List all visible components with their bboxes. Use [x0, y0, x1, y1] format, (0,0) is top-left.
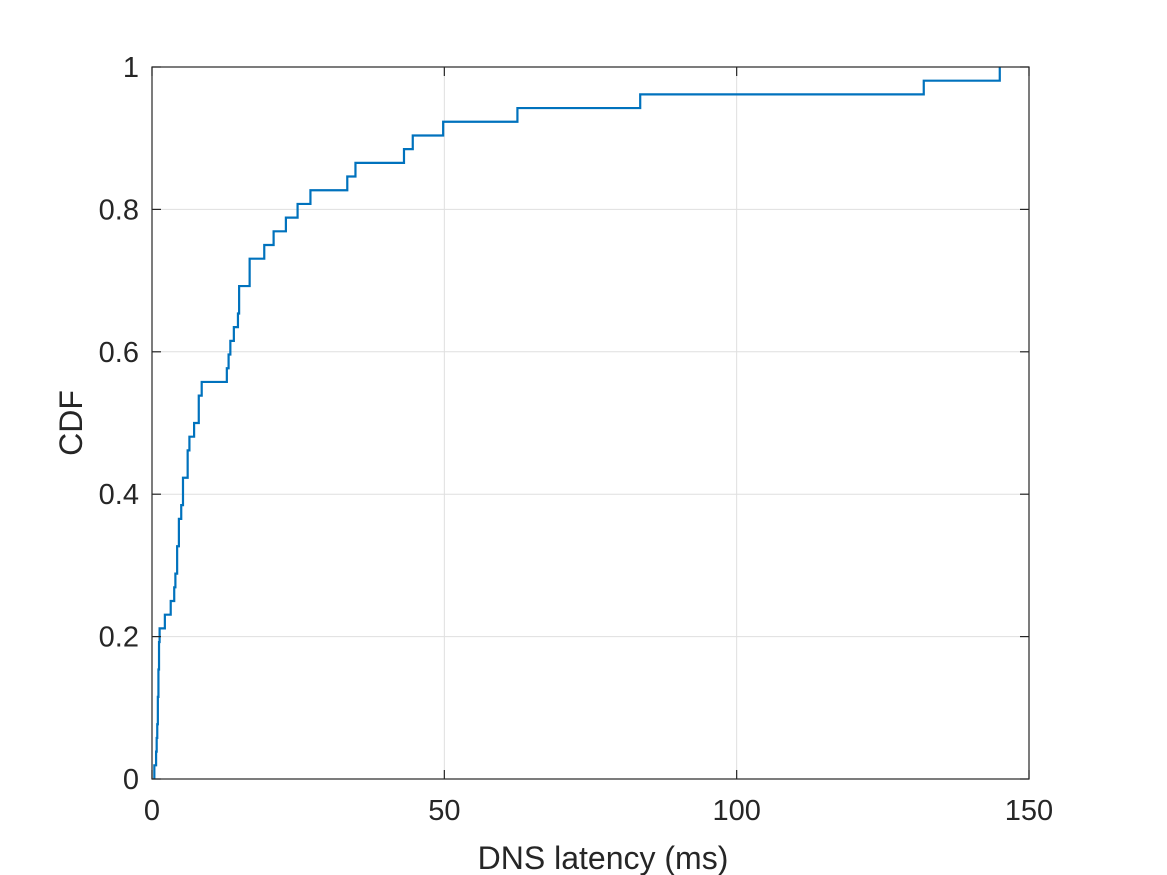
- y-tick-label: 1: [123, 52, 139, 84]
- y-tick-label: 0.4: [99, 479, 139, 511]
- y-tick-label: 0.6: [99, 337, 139, 369]
- plot-frame: [151, 66, 1030, 780]
- x-tick-label: 100: [712, 795, 760, 827]
- cdf-series-line: [153, 67, 1001, 779]
- x-axis-label: DNS latency (ms): [478, 840, 729, 875]
- tick-marks: [151, 66, 1030, 780]
- x-tick-label: 0: [144, 795, 160, 827]
- y-tick-label: 0: [123, 764, 139, 796]
- y-tick-label: 0.8: [99, 194, 139, 226]
- y-tick-labels: 0 0.2 0.4 0.6 0.8 1: [99, 52, 139, 796]
- y-tick-label: 0.2: [99, 622, 139, 654]
- series-layer: [153, 67, 1001, 779]
- x-tick-labels: 0 50 100 150: [144, 795, 1053, 827]
- y-axis-label: CDF: [53, 390, 89, 456]
- x-tick-label: 150: [1005, 795, 1053, 827]
- plot-background: [152, 67, 1029, 779]
- x-tick-label: 50: [428, 795, 460, 827]
